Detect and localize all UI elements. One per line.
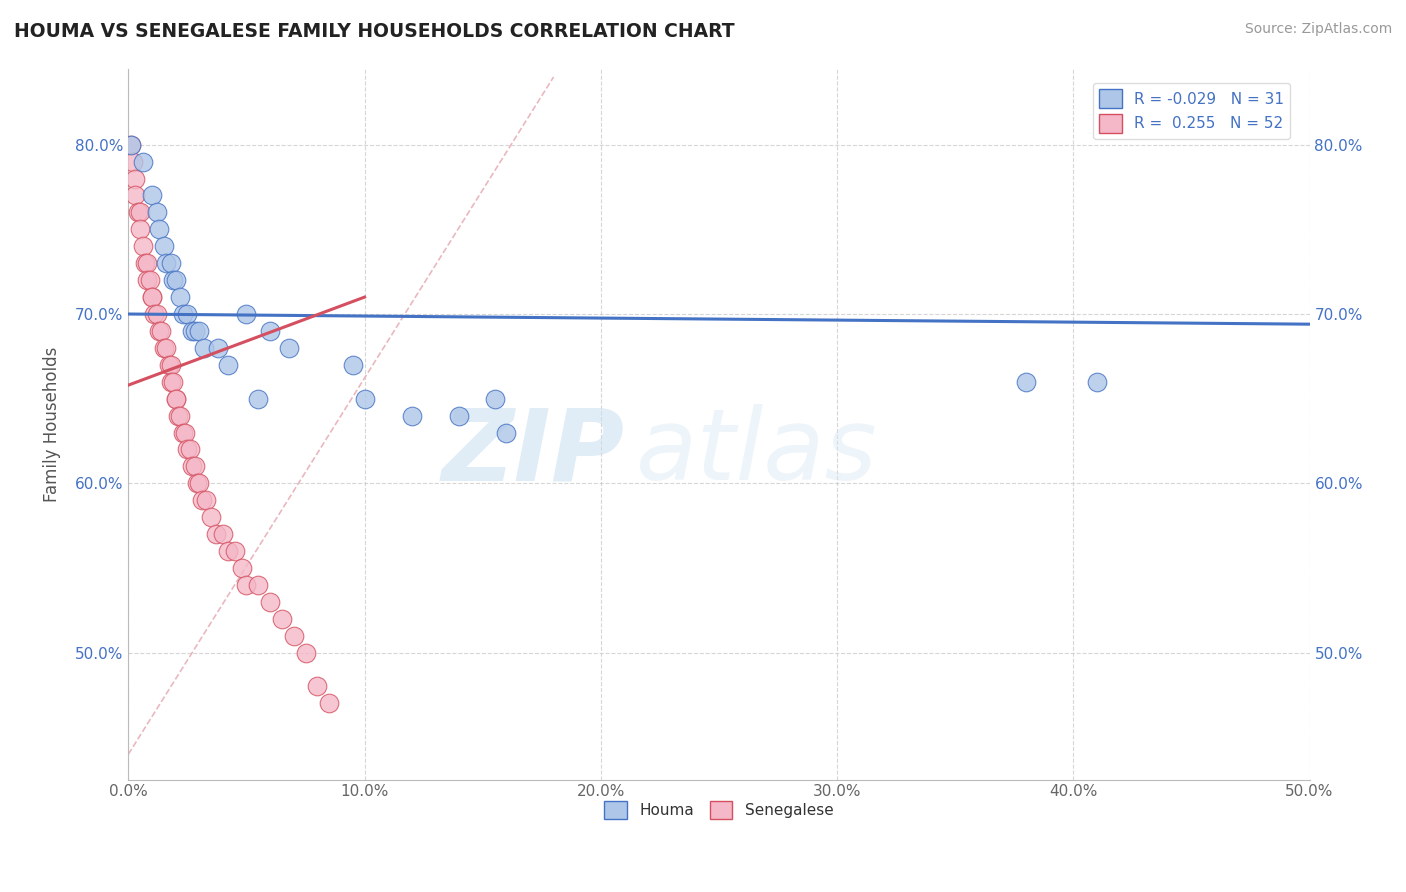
Point [136, 256, 159, 270]
Point [176, 442, 198, 457]
Point [160, 375, 183, 389]
Point [124, 188, 146, 202]
Point [183, 324, 205, 338]
Point [169, 290, 191, 304]
Point [172, 307, 194, 321]
Point [247, 392, 270, 406]
Point [143, 307, 166, 321]
Point [271, 612, 294, 626]
Point [167, 409, 190, 423]
Point [181, 459, 204, 474]
Point [155, 256, 177, 270]
Point [122, 154, 145, 169]
Point [148, 324, 170, 338]
Point [212, 527, 235, 541]
Point [153, 341, 176, 355]
Point [318, 697, 340, 711]
Y-axis label: Family Households: Family Households [44, 346, 60, 502]
Point [138, 273, 160, 287]
Point [224, 544, 246, 558]
Point [172, 425, 194, 440]
Point [179, 442, 201, 457]
Point [231, 561, 253, 575]
Point [200, 510, 222, 524]
Point [129, 222, 152, 236]
Point [235, 578, 257, 592]
Point [181, 324, 204, 338]
Point [1085, 375, 1108, 389]
Point [188, 324, 211, 338]
Point [145, 307, 167, 321]
Point [190, 493, 212, 508]
Point [165, 392, 187, 406]
Point [449, 409, 471, 423]
Point [162, 375, 184, 389]
Legend: Houma, Senegalese: Houma, Senegalese [599, 795, 839, 825]
Point [195, 493, 218, 508]
Point [160, 256, 183, 270]
Point [120, 137, 142, 152]
Point [131, 239, 153, 253]
Point [136, 273, 159, 287]
Point [217, 358, 239, 372]
Point [129, 205, 152, 219]
Point [155, 341, 177, 355]
Point [169, 409, 191, 423]
Point [120, 137, 142, 152]
Point [165, 273, 187, 287]
Point [160, 358, 183, 372]
Point [353, 392, 375, 406]
Point [207, 341, 229, 355]
Point [217, 544, 239, 558]
Point [186, 476, 208, 491]
Point [174, 425, 197, 440]
Point [1015, 375, 1038, 389]
Point [283, 629, 305, 643]
Text: ZIP: ZIP [441, 404, 624, 501]
Point [124, 171, 146, 186]
Point [157, 358, 180, 372]
Point [401, 409, 423, 423]
Point [342, 358, 364, 372]
Point [183, 459, 205, 474]
Point [188, 476, 211, 491]
Point [141, 188, 163, 202]
Point [259, 324, 281, 338]
Point [307, 680, 329, 694]
Point [235, 307, 257, 321]
Point [153, 239, 176, 253]
Point [294, 646, 316, 660]
Point [127, 205, 149, 219]
Point [165, 392, 187, 406]
Point [193, 341, 215, 355]
Point [259, 595, 281, 609]
Point [247, 578, 270, 592]
Point [204, 527, 226, 541]
Point [131, 154, 153, 169]
Point [141, 290, 163, 304]
Point [148, 222, 170, 236]
Point [495, 425, 517, 440]
Point [278, 341, 301, 355]
Point [134, 256, 156, 270]
Point [141, 290, 163, 304]
Point [145, 205, 167, 219]
Text: HOUMA VS SENEGALESE FAMILY HOUSEHOLDS CORRELATION CHART: HOUMA VS SENEGALESE FAMILY HOUSEHOLDS CO… [14, 22, 735, 41]
Point [176, 307, 198, 321]
Text: Source: ZipAtlas.com: Source: ZipAtlas.com [1244, 22, 1392, 37]
Point [162, 273, 184, 287]
Point [150, 324, 173, 338]
Point [484, 392, 506, 406]
Text: atlas: atlas [637, 404, 877, 501]
